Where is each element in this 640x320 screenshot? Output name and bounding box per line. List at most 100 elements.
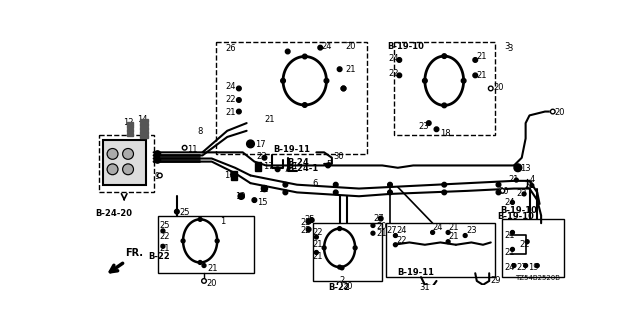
Circle shape bbox=[442, 182, 447, 187]
Circle shape bbox=[202, 279, 206, 283]
Circle shape bbox=[237, 109, 241, 114]
Text: 20: 20 bbox=[376, 222, 387, 231]
Text: 22: 22 bbox=[396, 236, 406, 244]
Text: 3: 3 bbox=[504, 42, 509, 51]
Bar bbox=[502, 219, 564, 277]
Text: 5: 5 bbox=[326, 160, 332, 169]
Text: 21: 21 bbox=[476, 52, 486, 61]
Text: 8: 8 bbox=[198, 127, 203, 136]
Bar bbox=[140, 135, 148, 138]
Circle shape bbox=[473, 73, 477, 78]
Text: 12: 12 bbox=[123, 118, 133, 127]
Text: 21: 21 bbox=[509, 175, 519, 184]
Circle shape bbox=[514, 164, 522, 172]
Circle shape bbox=[394, 234, 397, 237]
Bar bbox=[216, 42, 367, 154]
Text: 21: 21 bbox=[476, 71, 486, 80]
Circle shape bbox=[397, 58, 402, 62]
Bar bbox=[255, 162, 261, 171]
Text: 24: 24 bbox=[505, 198, 515, 207]
Text: 21: 21 bbox=[505, 248, 515, 257]
Circle shape bbox=[202, 264, 206, 268]
Circle shape bbox=[123, 148, 134, 159]
Text: 24: 24 bbox=[322, 42, 332, 51]
Text: 22: 22 bbox=[312, 228, 323, 237]
Circle shape bbox=[340, 266, 344, 270]
Text: 13: 13 bbox=[520, 164, 531, 173]
Text: 22: 22 bbox=[300, 226, 310, 235]
Circle shape bbox=[473, 58, 477, 62]
Circle shape bbox=[530, 184, 534, 188]
Circle shape bbox=[500, 188, 505, 193]
Text: 11: 11 bbox=[187, 145, 198, 154]
Text: 21: 21 bbox=[312, 252, 323, 261]
Circle shape bbox=[371, 231, 375, 235]
Circle shape bbox=[161, 229, 165, 233]
Text: 23: 23 bbox=[419, 122, 429, 131]
Text: 10: 10 bbox=[235, 192, 246, 201]
Text: 14: 14 bbox=[138, 116, 148, 124]
Circle shape bbox=[324, 78, 329, 83]
Text: TZ54B2520B: TZ54B2520B bbox=[515, 275, 561, 281]
Text: 11: 11 bbox=[259, 185, 269, 194]
Text: B-22: B-22 bbox=[148, 252, 170, 261]
Text: 20: 20 bbox=[493, 83, 504, 92]
Circle shape bbox=[434, 127, 439, 132]
Bar bbox=[394, 42, 495, 135]
Text: 22: 22 bbox=[520, 240, 530, 249]
Text: 26: 26 bbox=[226, 44, 236, 53]
Circle shape bbox=[442, 54, 447, 59]
Text: 24: 24 bbox=[226, 82, 236, 91]
Circle shape bbox=[337, 67, 342, 71]
Text: 2: 2 bbox=[340, 276, 345, 284]
Circle shape bbox=[461, 78, 466, 83]
Circle shape bbox=[154, 151, 161, 157]
Circle shape bbox=[314, 235, 318, 239]
Circle shape bbox=[237, 98, 241, 102]
Bar bbox=[386, 223, 495, 277]
Circle shape bbox=[341, 86, 346, 91]
Text: 22: 22 bbox=[516, 189, 527, 198]
Bar bbox=[157, 215, 254, 273]
Text: 21: 21 bbox=[376, 229, 387, 238]
Circle shape bbox=[281, 78, 285, 83]
Circle shape bbox=[338, 227, 342, 230]
Bar bbox=[99, 135, 154, 192]
Bar bbox=[140, 127, 148, 130]
Text: 31: 31 bbox=[419, 283, 430, 292]
Text: 21: 21 bbox=[505, 231, 515, 240]
Text: 23: 23 bbox=[257, 152, 268, 161]
Circle shape bbox=[333, 182, 338, 187]
Text: 21: 21 bbox=[346, 65, 356, 74]
Circle shape bbox=[252, 198, 257, 203]
Text: 9: 9 bbox=[154, 172, 159, 181]
Circle shape bbox=[107, 148, 118, 159]
Circle shape bbox=[422, 78, 428, 83]
Text: 22: 22 bbox=[159, 232, 170, 241]
Text: B-22: B-22 bbox=[328, 283, 349, 292]
Text: 24: 24 bbox=[433, 223, 443, 232]
Text: 27: 27 bbox=[386, 226, 397, 235]
Text: 28: 28 bbox=[286, 162, 297, 171]
Bar bbox=[140, 119, 148, 122]
Text: 3: 3 bbox=[507, 44, 513, 53]
Text: B-24: B-24 bbox=[288, 158, 310, 167]
Circle shape bbox=[524, 264, 527, 268]
Circle shape bbox=[107, 164, 118, 175]
Circle shape bbox=[496, 190, 501, 195]
Bar bbox=[231, 171, 237, 180]
Circle shape bbox=[496, 182, 501, 187]
Circle shape bbox=[338, 265, 342, 269]
Text: 21: 21 bbox=[226, 108, 236, 117]
Text: 24: 24 bbox=[388, 54, 399, 63]
Text: 20: 20 bbox=[342, 282, 353, 291]
Text: 24: 24 bbox=[396, 226, 406, 235]
Circle shape bbox=[388, 190, 392, 195]
Circle shape bbox=[237, 86, 241, 91]
Text: 21: 21 bbox=[448, 232, 459, 241]
Text: 24: 24 bbox=[505, 263, 515, 272]
Text: 23: 23 bbox=[466, 226, 477, 235]
Circle shape bbox=[337, 282, 342, 286]
Text: 29: 29 bbox=[491, 276, 501, 284]
Circle shape bbox=[353, 246, 357, 250]
